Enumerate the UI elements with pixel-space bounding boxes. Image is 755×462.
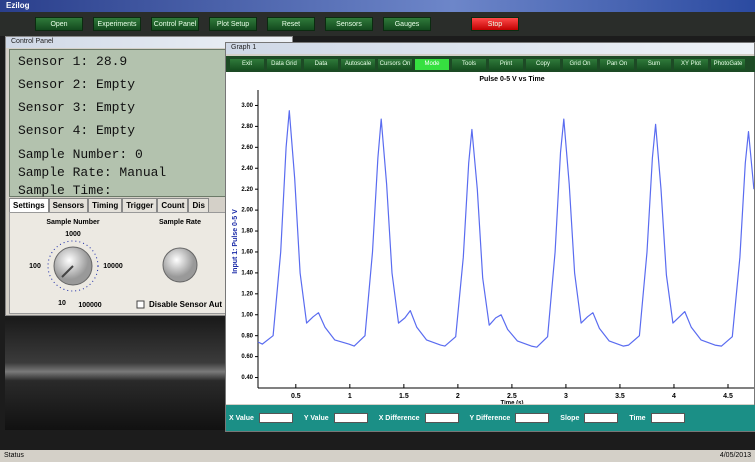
tab[interactable]: Trigger [122,198,157,212]
tab[interactable]: Sensors [49,198,89,212]
field-box[interactable] [515,413,549,423]
knob-label: Sample Rate [159,219,201,226]
reading: Sample Time: [18,183,112,198]
background-image [5,318,230,430]
x-tick-label: 0.5 [291,393,301,400]
tab[interactable]: Count [157,198,188,212]
toolbar-button[interactable]: Plot Setup [209,17,257,31]
knob-label: Sample Number [46,219,100,226]
graph-button[interactable]: Cursors On [378,59,412,70]
reading: Sample Number: 0 [18,147,143,162]
x-tick-label: 3 [564,393,568,400]
graph-button[interactable]: PhotoGate [711,59,745,70]
checkbox-label: Disable Sensor Aut [149,300,222,309]
field-box[interactable] [334,413,368,423]
field-label: Time [629,415,645,422]
scale-label: 100000 [78,302,101,309]
graph-button[interactable]: Pan On [600,59,634,70]
chart-title: Pulse 0-5 V vs Time [479,76,544,83]
x-tick-label: 2.5 [507,393,517,400]
x-tick-label: 4.5 [723,393,733,400]
y-tick-label: 0.60 [241,354,253,360]
y-axis-label: Input 1: Pulse 0-5 V [232,209,239,274]
graph-button[interactable]: Exit [230,59,264,70]
window-title: Graph 1 [226,43,754,54]
x-axis-label: Time (s) [501,401,524,404]
reading: Sensor 1: 28.9 [18,54,127,69]
reading: Sample Rate: Manual [18,165,166,180]
tab[interactable]: Settings [9,198,49,212]
field-label: Y Difference [470,415,511,422]
toolbar-button[interactable]: Gauges [383,17,431,31]
y-tick-label: 1.40 [241,270,253,276]
screen: Ezilog Open Experiments Control Panel Plot … [0,0,755,462]
stop-button[interactable]: Stop [471,17,519,31]
tab[interactable]: Timing [88,198,122,212]
x-tick-label: 1.5 [399,393,409,400]
y-tick-label: 3.00 [241,103,253,109]
y-tick-label: 1.80 [241,229,253,235]
graph-button[interactable]: Grid On [563,59,597,70]
toolbar: Open Experiments Control Panel Plot Setup Re… [0,12,755,36]
knob[interactable] [163,248,197,282]
scale-label: 1000 [65,231,81,238]
graph-button[interactable]: Sum [637,59,671,70]
field-label: Slope [560,415,579,422]
graph-button[interactable]: Autoscale [341,59,375,70]
y-tick-label: 1.60 [241,250,253,256]
toolbar-button[interactable]: Experiments [93,17,141,31]
graph-button[interactable]: Copy [526,59,560,70]
y-tick-label: 2.00 [241,208,253,214]
toolbar-button[interactable]: Reset [267,17,315,31]
y-tick-label: 0.80 [241,333,253,339]
scale-label: 10 [58,300,66,307]
y-tick-label: 2.60 [241,145,253,151]
y-tick-label: 0.40 [241,375,253,381]
scale-label: 10000 [103,263,123,270]
field-box[interactable] [584,413,618,423]
plot-background [226,72,754,404]
cursor-fields: X Value Y Value X Difference Y Difference Sl… [226,405,755,431]
field-label: Y Value [304,415,329,422]
reading: Sensor 4: Empty [18,123,135,138]
chart: Pulse 0-5 V vs Time 0.40 0.60 0.80 1.00 1.20 1… [226,72,754,404]
x-tick-label: 4 [672,393,676,400]
graph-button[interactable]: Data Grid [267,59,301,70]
toolbar-button[interactable]: Open [35,17,83,31]
toolbar-button[interactable]: Sensors [325,17,373,31]
toolbar-button[interactable]: Control Panel [151,17,199,31]
graph-button[interactable]: Mode [415,59,449,70]
field-label: X Value [229,415,254,422]
tab[interactable]: Dis [188,198,208,212]
checkbox[interactable] [137,301,144,308]
x-tick-label: 3.5 [615,393,625,400]
y-tick-label: 2.80 [241,124,253,130]
reading: Sensor 2: Empty [18,77,135,92]
field-box[interactable] [259,413,293,423]
status-bar: Status 4/05/2013 [0,450,755,462]
y-tick-label: 2.40 [241,166,253,172]
y-tick-label: 2.20 [241,187,253,193]
field-box[interactable] [651,413,685,423]
graph-button[interactable]: Data [304,59,338,70]
y-tick-label: 1.00 [241,312,253,318]
scale-label: 100 [29,263,41,270]
status-text: Status [4,452,24,460]
x-tick-label: 2 [456,393,460,400]
graph-button[interactable]: Tools [452,59,486,70]
x-tick-label: 1 [348,393,352,400]
app-title: Ezilog [0,0,755,12]
graph-button[interactable]: Print [489,59,523,70]
status-date: 4/05/2013 [720,452,751,460]
graph-button[interactable]: XY Plot [674,59,708,70]
reading: Sensor 3: Empty [18,100,135,115]
field-label: X Difference [379,415,420,422]
field-box[interactable] [425,413,459,423]
y-tick-label: 1.20 [241,291,253,297]
